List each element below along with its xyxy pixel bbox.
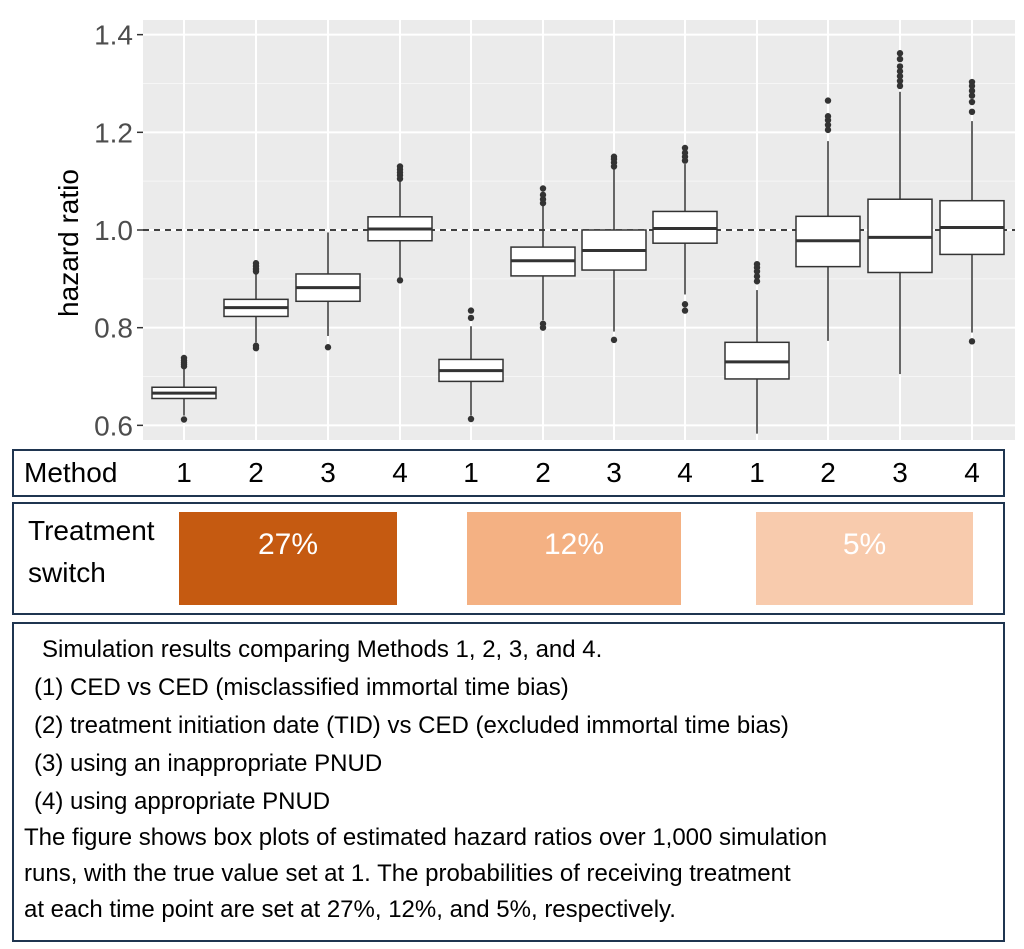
outlier-point [467, 307, 475, 314]
outlier-point [681, 144, 689, 152]
caption-line: (4) using appropriate PNUD [34, 788, 331, 815]
outlier-point [539, 320, 547, 327]
method-number: 3 [320, 457, 336, 488]
outlier-point [324, 344, 332, 351]
caption-line: runs, with the true value set at 1. The … [24, 860, 791, 887]
box-method-1 [151, 354, 217, 423]
outlier-point [539, 191, 547, 199]
outlier-point [968, 87, 976, 95]
y-tick-label: 0.6 [94, 410, 133, 441]
outlier-point [681, 301, 689, 308]
outlier-point [396, 277, 404, 284]
method-row: Method 1 2 3 4 1 2 3 4 1 2 3 4 [12, 449, 1005, 497]
method-number: 1 [176, 457, 192, 488]
outlier-point [896, 77, 904, 85]
outlier-point [180, 354, 188, 362]
outlier-point [896, 68, 904, 75]
caption-line: (1) CED vs CED (misclassified immortal t… [34, 674, 569, 701]
box-method-1 [724, 260, 790, 434]
outlier-point [467, 415, 475, 423]
y-axis-label: hazard ratio [53, 169, 84, 317]
outlier-point [968, 108, 976, 116]
outlier-point [824, 113, 832, 120]
box-method-2 [795, 97, 861, 341]
caption-line: (3) using an inappropriate PNUD [34, 750, 383, 777]
switch-box-27: 27% [179, 512, 397, 605]
caption-line: Simulation results comparing Methods 1, … [42, 636, 603, 663]
caption-line: The figure shows box plots of estimated … [24, 824, 828, 851]
outlier-point [824, 97, 832, 104]
method-number: 4 [677, 457, 693, 488]
outlier-point [896, 50, 904, 57]
y-tick-label: 0.8 [94, 313, 133, 344]
method-number: 1 [749, 457, 765, 488]
outlier-point [896, 72, 904, 80]
boxplot-chart: 0.6 0.8 1.0 1.2 1.4 hazard ratio [53, 20, 1015, 441]
outlier-point [896, 55, 904, 63]
box-method-3 [295, 232, 361, 351]
method-number: 3 [606, 457, 622, 488]
y-tick-label: 1.4 [94, 20, 133, 51]
box-method-2 [223, 260, 289, 352]
method-label: Method [24, 457, 118, 488]
y-tick-label: 1.2 [94, 117, 133, 148]
treatment-switch-label-line1: Treatment [28, 515, 155, 546]
treatment-switch-row: Treatment switch 27% 12% 5% [12, 502, 1005, 615]
outlier-point [252, 260, 260, 267]
outlier-point [610, 336, 618, 344]
outlier-point [968, 78, 976, 86]
boxes [151, 50, 1005, 434]
box-method-4 [367, 163, 433, 284]
outlier-point [968, 338, 976, 345]
method-number: 2 [248, 457, 264, 488]
switch-box-12: 12% [467, 512, 681, 605]
method-number: 3 [892, 457, 908, 488]
box-method-4 [939, 78, 1005, 345]
switch-box-5: 5% [756, 512, 973, 605]
method-number: 4 [964, 457, 980, 488]
caption-line: (2) treatment initiation date (TID) vs C… [34, 712, 789, 739]
method-number: 1 [463, 457, 479, 488]
outlier-point [968, 92, 976, 99]
box-method-4 [652, 144, 718, 314]
method-number: 2 [820, 457, 836, 488]
method-number: 4 [392, 457, 408, 488]
outlier-point [539, 185, 547, 192]
outlier-point [396, 163, 404, 170]
treatment-switch-label-line2: switch [28, 557, 106, 588]
outlier-point [753, 273, 761, 280]
outlier-point [896, 82, 904, 90]
caption-line: at each time point are set at 27%, 12%, … [24, 896, 676, 923]
outlier-point [610, 153, 618, 160]
y-axis: 0.6 0.8 1.0 1.2 1.4 [94, 20, 143, 441]
caption-box: Simulation results comparing Methods 1, … [12, 622, 1005, 942]
outlier-point [681, 149, 689, 157]
box-method-3 [581, 153, 647, 344]
box-method-1 [438, 307, 504, 423]
outlier-point [252, 342, 260, 349]
box-method-2 [510, 185, 576, 331]
method-number: 2 [535, 457, 551, 488]
outlier-point [824, 121, 832, 129]
outlier-point [896, 63, 904, 70]
y-tick-label: 1.0 [94, 215, 133, 246]
outlier-point [824, 126, 832, 134]
outlier-point [968, 98, 976, 106]
outlier-point [753, 260, 761, 268]
outlier-point [467, 314, 475, 322]
outlier-point [753, 278, 761, 285]
treatment-switch-label: Treatment switch [28, 510, 155, 594]
box-method-3 [867, 50, 933, 375]
outlier-point [539, 196, 547, 203]
outlier-point [180, 416, 188, 423]
outlier-point [681, 307, 689, 314]
